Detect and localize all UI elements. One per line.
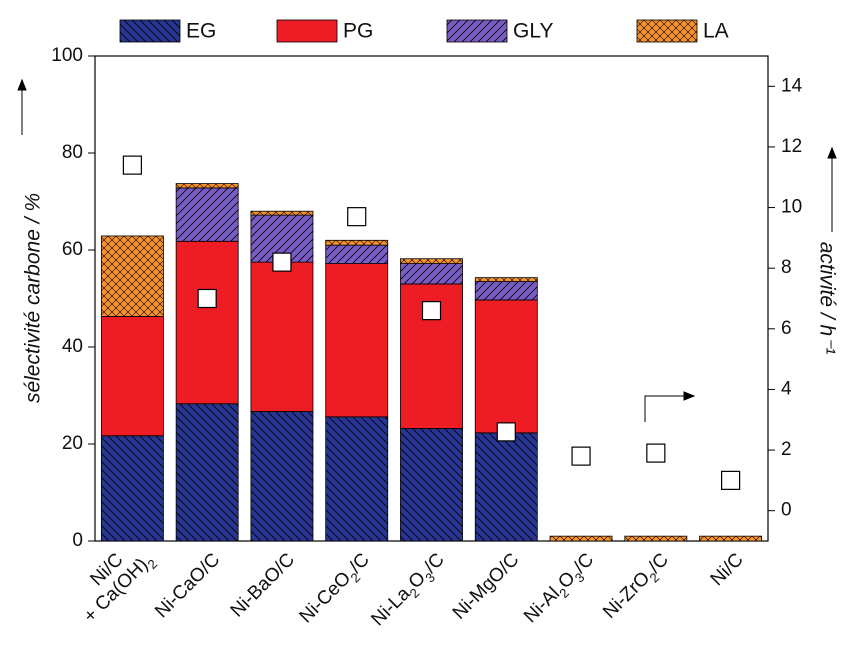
activity-marker xyxy=(496,422,516,442)
y2-tick-label: 2 xyxy=(781,439,792,460)
bar-segment xyxy=(250,262,313,412)
activity-marker xyxy=(347,207,367,227)
x-tick-label: Ni-MgO/C xyxy=(449,549,524,624)
y-tick-label: 0 xyxy=(72,530,83,551)
bar-segment xyxy=(101,316,164,436)
bar-hatch xyxy=(100,235,164,317)
activity-marker xyxy=(197,288,217,309)
legend-label: EG xyxy=(186,20,216,43)
legend-swatch xyxy=(276,19,338,43)
x-tick-label: Ni-Al2O3/C xyxy=(520,549,601,630)
bar-segment xyxy=(176,241,239,404)
legend-label: PG xyxy=(343,20,373,43)
y-tick-label: 100 xyxy=(51,45,83,66)
bar-hatch xyxy=(175,403,239,542)
activity-marker xyxy=(122,155,142,175)
bar-hatch xyxy=(325,416,389,542)
y2-tick-label: 10 xyxy=(781,197,802,218)
bar-hatch xyxy=(400,258,463,264)
bar-hatch xyxy=(175,183,239,189)
bar-hatch xyxy=(400,263,463,285)
bar-hatch xyxy=(549,535,613,542)
bar-hatch xyxy=(250,210,314,216)
bar-segment xyxy=(325,263,388,417)
y2-tick-label: 8 xyxy=(781,257,792,278)
bar-hatch xyxy=(175,187,239,242)
y-tick-label: 40 xyxy=(62,336,83,357)
bar-hatch xyxy=(250,411,314,542)
activity-marker xyxy=(272,252,292,272)
y2-tick-label: 4 xyxy=(781,378,792,399)
x-tick-label: Ni-CaO/C xyxy=(151,549,224,622)
y2-tick-label: 6 xyxy=(781,318,792,339)
bar-hatch xyxy=(325,239,389,246)
bar-hatch xyxy=(699,535,763,542)
y-tick-label: 80 xyxy=(62,142,83,163)
bar-hatch xyxy=(325,244,389,264)
legend-label: LA xyxy=(703,20,729,43)
bar-hatch xyxy=(474,281,538,301)
y2-tick-label: 14 xyxy=(781,75,803,96)
bar-hatch xyxy=(474,277,538,282)
y2-tick-label: 12 xyxy=(781,136,802,157)
bar-hatch xyxy=(624,535,688,542)
axis-arrows xyxy=(17,78,837,422)
y-tick-label: 20 xyxy=(62,433,83,454)
legend-label: GLY xyxy=(513,20,553,43)
bar-segment xyxy=(475,299,538,433)
legend-hatch xyxy=(447,20,507,42)
x-tick-label: Ni-La2O3/C xyxy=(368,549,452,633)
x-tick-label: Ni-CeO2/C xyxy=(296,549,377,630)
activity-marker xyxy=(721,470,741,490)
activity-marker xyxy=(421,301,442,321)
activity-marker xyxy=(571,446,591,466)
legend-hatch xyxy=(637,20,697,42)
x-tick-label: Ni-ZrO2/C xyxy=(599,549,675,625)
bar-hatch xyxy=(100,435,164,542)
y-axis-label: sélectivité carbone / % xyxy=(22,193,45,403)
y-tick-label: 60 xyxy=(62,239,83,260)
legend-hatch xyxy=(120,20,180,42)
y2-axis-label: activité / h⁻¹ xyxy=(815,242,838,355)
bar-hatch xyxy=(400,428,463,542)
activity-marker xyxy=(646,443,666,463)
y2-tick-label: 0 xyxy=(781,500,792,521)
x-tick-label: Ni/C xyxy=(707,549,748,590)
bar-hatch xyxy=(474,432,538,542)
x-tick-label: Ni-BaO/C xyxy=(227,549,299,621)
